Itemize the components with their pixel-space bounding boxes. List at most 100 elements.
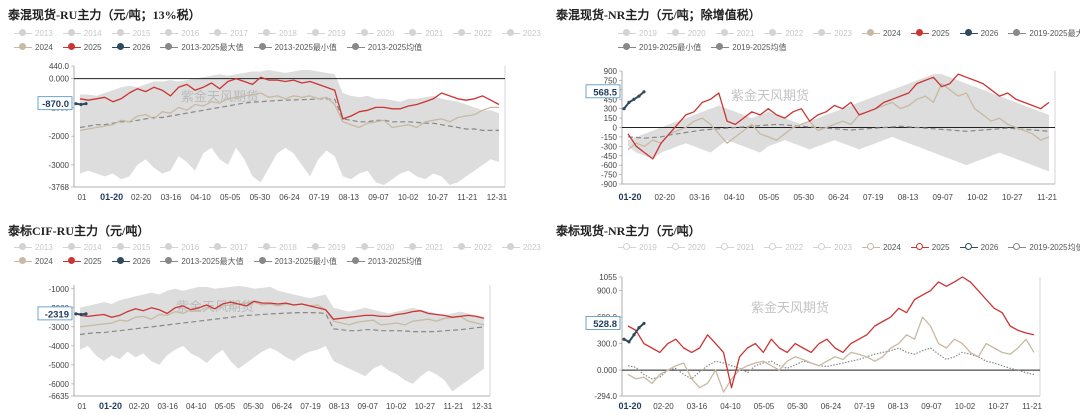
watermark-text: 紫金天风期货: [731, 88, 809, 103]
legend-item[interactable]: 2021: [715, 29, 754, 38]
legend-marker-icon: [306, 29, 325, 37]
legend-label: 2026: [132, 256, 151, 266]
legend-item[interactable]: 2013: [14, 243, 53, 252]
legend-marker-icon: [160, 257, 179, 265]
series-2024-line: [79, 92, 499, 132]
legend-marker-icon: [257, 243, 276, 251]
legend-row: 2019 2020 2021 2022 2023 2024 2025 2026 2019-202…: [618, 26, 1080, 40]
legend-item[interactable]: 2022: [764, 29, 803, 38]
legend-label: 2015: [132, 242, 151, 252]
legend-item[interactable]: 2023: [501, 243, 541, 252]
legend-item[interactable]: 2019-2025最大值: [1008, 28, 1080, 39]
legend-item[interactable]: 2025: [62, 257, 102, 266]
current-value-box: [37, 96, 73, 111]
legend-marker-icon: [715, 243, 734, 251]
legend-item[interactable]: 2019: [306, 29, 346, 38]
legend-marker-icon: [618, 243, 636, 251]
legend-item[interactable]: 2026: [959, 243, 998, 252]
legend-item[interactable]: 2019-2025均值: [1008, 242, 1080, 253]
legend-item[interactable]: 2024: [861, 29, 901, 38]
current-value-box: [37, 306, 73, 321]
legend-label: 2023: [522, 28, 541, 38]
legend-item[interactable]: 2021: [404, 243, 443, 252]
y-tick-label: 0.000: [597, 366, 618, 375]
legend-marker-icon: [306, 243, 325, 251]
legend-item[interactable]: 2026: [111, 43, 150, 52]
legend-label: 2022: [785, 28, 804, 38]
legend-item[interactable]: 2019-2025最小值: [618, 42, 701, 53]
legend-marker-icon: [355, 243, 374, 251]
legend-item[interactable]: 2018: [257, 29, 297, 38]
legend-item[interactable]: 2019: [306, 243, 346, 252]
legend-item[interactable]: 2013-2025均值: [346, 42, 422, 53]
legend-item[interactable]: 2024: [861, 243, 901, 252]
x-tick-label: 03-16: [687, 402, 708, 411]
legend-item[interactable]: 2019: [618, 29, 657, 38]
legend-item[interactable]: 2013-2025最大值: [160, 42, 244, 53]
legend-item[interactable]: 2022: [453, 243, 492, 252]
legend-item[interactable]: 2013-2025最小值: [253, 42, 337, 53]
legend-item[interactable]: 2026: [111, 256, 151, 266]
legend-item[interactable]: 2013-2025最小值: [253, 256, 337, 267]
legend-row: 2019-2025最小值 2019-2025均值: [618, 40, 1080, 54]
y-tick-label: -3000: [49, 323, 70, 332]
legend-row: 2013 2014 2015 2016 2017 2018 2019 2020 2021 2022…: [14, 240, 541, 254]
legend-item[interactable]: 2024: [14, 257, 53, 266]
legend-item[interactable]: 2013-2025均值: [346, 256, 422, 267]
chart-title: 泰混现货-RU主力（元/吨；13%税）: [8, 8, 201, 22]
legend-row: 2013 2014 2015 2016 2017 2018 2019 2020 2021 2022…: [14, 26, 541, 40]
legend-item[interactable]: 2018: [257, 243, 297, 252]
legend-item[interactable]: 2020: [355, 29, 394, 38]
legend-label: 2016: [181, 242, 200, 252]
legend-item[interactable]: 2020: [666, 243, 706, 252]
legend-item[interactable]: 2021: [404, 29, 443, 38]
legend-item[interactable]: 2020: [355, 243, 394, 252]
legend-item[interactable]: 2024: [14, 43, 53, 52]
legend-item[interactable]: 2017: [209, 29, 248, 38]
x-tick-label: 01-20: [618, 192, 641, 202]
legend-item[interactable]: 2026: [959, 29, 998, 38]
legend-item[interactable]: 2017: [209, 243, 248, 252]
legend-item[interactable]: 2014: [62, 243, 102, 252]
legend-marker-icon: [14, 257, 32, 265]
chart-title: 泰标CIF-RU主力（元/吨）: [8, 224, 150, 238]
x-tick-label: 08-13: [898, 193, 919, 202]
legend-marker-icon: [253, 43, 272, 51]
legend-label: 2025: [931, 28, 950, 38]
legend-item[interactable]: 2016: [160, 243, 199, 252]
legend-item[interactable]: 2019-2025均值: [711, 42, 787, 53]
legend-marker-icon: [14, 243, 32, 251]
series-2024-line: [627, 82, 1050, 151]
x-tick-label: 07-19: [309, 193, 330, 202]
legend-item[interactable]: 2023: [813, 243, 852, 252]
legend-marker-icon: [501, 243, 520, 251]
series-2026-point: [79, 102, 83, 107]
legend-item[interactable]: 2022: [453, 29, 492, 38]
legend-item[interactable]: 2023: [501, 28, 541, 38]
x-tick-label: 10-27: [427, 193, 448, 202]
x-tick-label: 02-20: [129, 402, 150, 411]
legend-item[interactable]: 2020: [666, 29, 706, 38]
legend-item[interactable]: 2015: [111, 29, 150, 38]
legend-marker-icon: [764, 243, 783, 251]
legend-item[interactable]: 2021: [715, 243, 754, 252]
legend-item[interactable]: 2023: [813, 29, 852, 38]
legend-item[interactable]: 2015: [111, 242, 151, 252]
legend-item[interactable]: 2013-2025最大值: [160, 256, 244, 267]
legend-item[interactable]: 2014: [62, 29, 102, 38]
y-tick-label: -600: [601, 161, 618, 170]
legend-label: 2024: [35, 256, 53, 266]
legend-item[interactable]: 2025: [910, 28, 950, 38]
legend-label: 2022: [474, 28, 492, 38]
x-tick-label: 04-10: [186, 402, 207, 411]
legend-item[interactable]: 2019: [618, 243, 657, 252]
legend-item[interactable]: 2025: [910, 243, 950, 252]
x-tick-label: 09-07: [921, 402, 942, 411]
legend-item[interactable]: 2025: [62, 43, 102, 52]
legend-item[interactable]: 2013: [14, 29, 53, 38]
x-tick-label: 03-16: [689, 193, 710, 202]
series-2024-line: [79, 301, 485, 328]
legend-item[interactable]: 2022: [764, 243, 803, 252]
legend-item[interactable]: 2016: [160, 29, 199, 38]
x-tick-label: 11-21: [443, 402, 463, 411]
